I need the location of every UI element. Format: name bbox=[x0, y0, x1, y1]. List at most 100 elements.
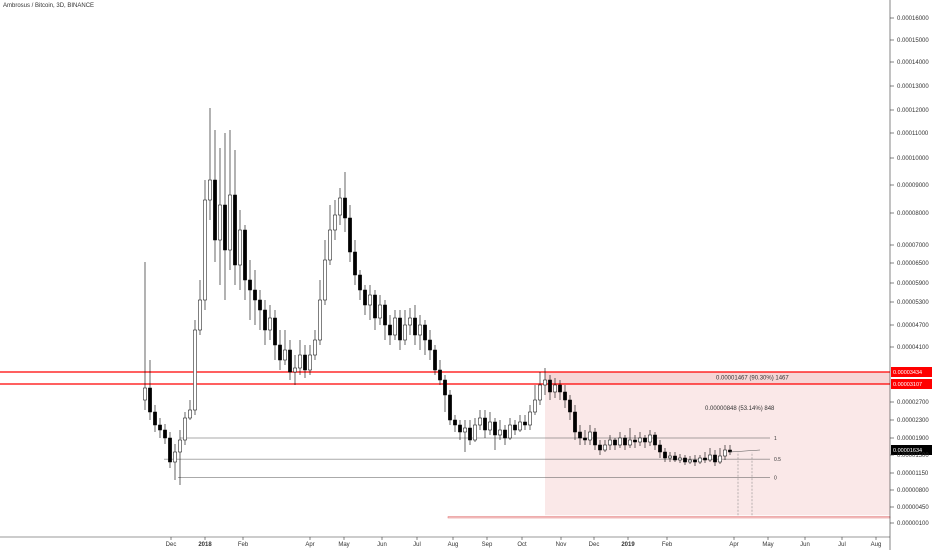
candle-body bbox=[488, 421, 492, 431]
candle-body bbox=[648, 434, 652, 443]
price-tick-label: 0.00000450 bbox=[897, 505, 929, 511]
candle-body bbox=[238, 229, 242, 266]
candle-body bbox=[448, 394, 452, 421]
candle-body bbox=[403, 324, 407, 341]
candle-body bbox=[568, 399, 572, 413]
time-tick-label: Feb bbox=[662, 542, 673, 548]
candle-body bbox=[233, 194, 237, 266]
candle-body bbox=[588, 431, 592, 441]
price-tag bbox=[891, 367, 932, 377]
candle-body bbox=[373, 294, 377, 319]
candle-body bbox=[663, 451, 667, 459]
candle-body bbox=[298, 354, 302, 369]
time-axis[interactable]: Dec 2018 Feb Apr May Jun Jul Aug Sep Oct Nov Dec 201… bbox=[166, 537, 882, 548]
price-axis[interactable]: 0.00016000 0.00015000 0.00014000 0.00013000… bbox=[890, 16, 932, 527]
time-tick-label: Dec bbox=[166, 542, 177, 548]
time-tick-label: Jun bbox=[377, 542, 387, 548]
price-tick-label: 0.00001500 bbox=[897, 453, 929, 459]
candle-body bbox=[453, 419, 457, 426]
price-tick-label: 0.00006500 bbox=[897, 261, 929, 267]
measure-zone-upper-ext bbox=[545, 384, 890, 516]
time-tick-label: Nov bbox=[556, 542, 567, 548]
time-tick-label: Sep bbox=[482, 542, 493, 548]
candle-body bbox=[423, 324, 427, 341]
candle-body bbox=[318, 299, 322, 341]
price-tag bbox=[891, 379, 932, 389]
candle-body bbox=[388, 324, 392, 336]
candle-body bbox=[213, 179, 217, 241]
price-tick-label: 0.00000100 bbox=[897, 521, 929, 527]
price-tick-label: 0.00010000 bbox=[897, 156, 929, 162]
candle-body bbox=[248, 279, 252, 291]
time-tick-label: Jul bbox=[838, 542, 846, 548]
price-tick-label: 0.00009000 bbox=[897, 183, 929, 189]
candle-body bbox=[293, 367, 297, 373]
candle-body bbox=[618, 437, 622, 446]
candle-body bbox=[418, 324, 422, 336]
candle-body bbox=[383, 304, 387, 326]
annotations-layer: 0.00001467 (90.30%) 1467 0.00000848 (53.1… bbox=[705, 375, 789, 516]
candle-body bbox=[458, 424, 462, 433]
candle-body bbox=[268, 317, 272, 331]
price-tag-label: 0.00001634 bbox=[893, 448, 922, 454]
candle-body bbox=[368, 294, 372, 306]
measure-label-lower: 0.00000848 (53.14%) 848 bbox=[705, 406, 775, 412]
price-tick-label: 0.00002300 bbox=[897, 418, 929, 424]
price-tick-label: 0.00014000 bbox=[897, 60, 929, 66]
price-tick-label: 0.00005300 bbox=[897, 300, 929, 306]
price-tag-label: 0.00003434 bbox=[893, 370, 922, 376]
candle-body bbox=[563, 391, 567, 401]
time-tick-label: May bbox=[762, 542, 773, 548]
candle-body bbox=[228, 194, 232, 251]
candle-body bbox=[583, 437, 587, 441]
candle-body bbox=[273, 317, 277, 346]
candle-body bbox=[718, 455, 722, 463]
price-tick-label: 0.00001900 bbox=[897, 436, 929, 442]
candle-body bbox=[328, 229, 332, 261]
candle-body bbox=[623, 437, 627, 446]
price-tick-label: 0.00001150 bbox=[897, 471, 929, 477]
candle-body bbox=[158, 424, 162, 431]
time-tick-label: Dec bbox=[589, 542, 600, 548]
candle-body bbox=[628, 439, 632, 446]
candle-body bbox=[333, 214, 337, 231]
candle-body bbox=[678, 457, 682, 461]
price-tick-label: 0.00002700 bbox=[897, 400, 929, 406]
candle-body bbox=[668, 455, 672, 459]
candle-body bbox=[438, 369, 442, 381]
candle-body bbox=[608, 439, 612, 446]
price-tag bbox=[891, 445, 932, 455]
price-tick-label: 0.00011000 bbox=[897, 131, 929, 137]
price-tick-label: 0.00000800 bbox=[897, 488, 929, 494]
zones-layer bbox=[447, 372, 891, 519]
candle-body bbox=[308, 354, 312, 371]
candle-body bbox=[558, 384, 562, 393]
candle-body bbox=[633, 439, 637, 443]
candle-body bbox=[683, 457, 687, 463]
price-tick-label: 0.00007000 bbox=[897, 243, 929, 249]
candle-body bbox=[468, 427, 472, 441]
candle-body bbox=[223, 204, 227, 251]
candle-body bbox=[303, 354, 307, 371]
candle-body bbox=[263, 309, 267, 331]
candle-body bbox=[473, 424, 477, 441]
time-tick-label: May bbox=[338, 542, 349, 548]
candle-body bbox=[658, 444, 662, 453]
candle-body bbox=[163, 429, 167, 439]
fib-level-label: 1 bbox=[774, 436, 777, 442]
candle-body bbox=[463, 427, 467, 433]
candle-body bbox=[413, 317, 417, 336]
candle-body bbox=[153, 411, 157, 426]
measure-zone-lower bbox=[447, 516, 891, 519]
fib-level-label: 0 bbox=[774, 475, 777, 481]
price-tick-label: 0.00008000 bbox=[897, 211, 929, 217]
candle-body bbox=[258, 299, 262, 311]
candle-body bbox=[598, 444, 602, 451]
candle-body bbox=[443, 379, 447, 396]
measure-zone-upper bbox=[545, 372, 890, 384]
time-tick-label: 2019 bbox=[621, 542, 635, 548]
candle-body bbox=[193, 329, 197, 411]
candle-body bbox=[673, 455, 677, 461]
candles-layer bbox=[143, 108, 732, 485]
